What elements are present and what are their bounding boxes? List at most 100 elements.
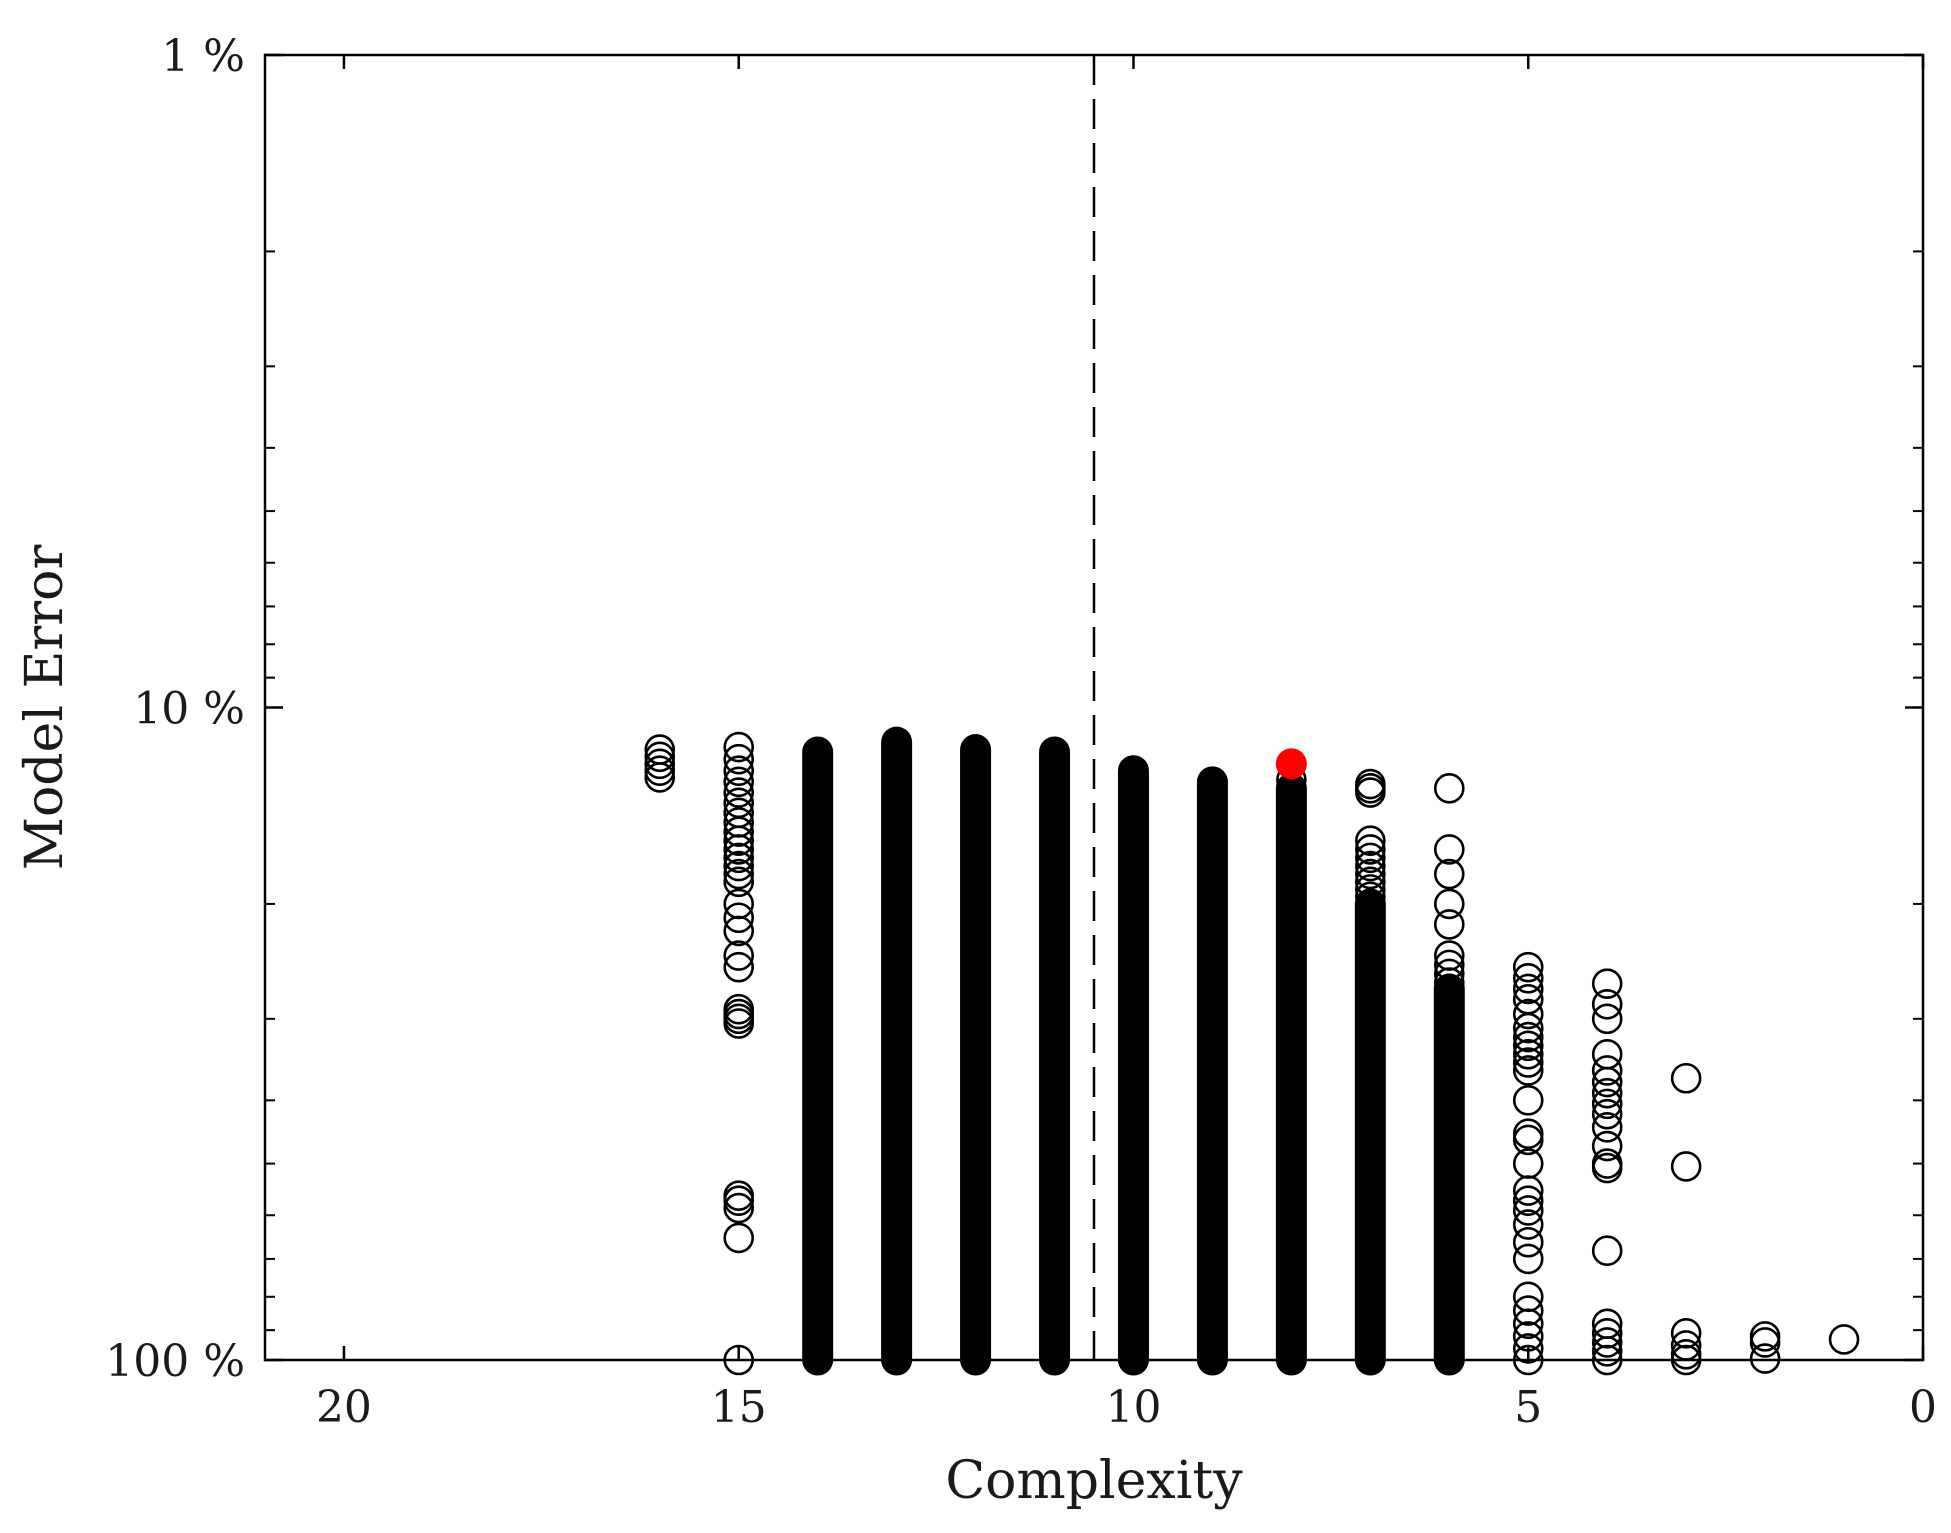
data-point-102	[1670, 1151, 1702, 1182]
data-point-32	[723, 1222, 755, 1254]
data-point-82	[1591, 968, 1623, 999]
data-point-77	[1512, 1295, 1544, 1326]
dense-column-x11	[1039, 736, 1071, 1376]
data-point-6	[723, 743, 755, 775]
data-point-68	[1512, 1124, 1544, 1156]
data-point-48	[1433, 858, 1465, 890]
dense-column-x13	[881, 726, 913, 1376]
data-point-41	[1355, 850, 1386, 882]
data-point-3	[644, 755, 676, 787]
data-point-55	[1512, 951, 1544, 983]
data-point-66	[1512, 1085, 1544, 1116]
dense-column-x14	[802, 736, 834, 1376]
data-point-95	[1591, 1235, 1623, 1267]
data-point-1	[644, 741, 676, 773]
data-point-2	[644, 748, 676, 780]
data-point-108	[1749, 1327, 1781, 1358]
data-point-53	[1433, 958, 1465, 990]
data-point-101	[1670, 1062, 1702, 1094]
data-point-39	[1355, 834, 1386, 865]
data-point-18	[723, 858, 755, 890]
highlighted-point-layer	[1275, 748, 1307, 780]
data-point-37	[1355, 777, 1386, 808]
data-point-84	[1591, 1003, 1623, 1035]
data-point-63	[1512, 1038, 1544, 1070]
data-point-71	[1512, 1185, 1544, 1217]
data-point-4	[644, 762, 676, 793]
data-point-89	[1591, 1088, 1623, 1120]
data-point-8	[723, 766, 755, 798]
y-tick-label-1: 1 %	[161, 31, 245, 82]
x-tick-label-0: 0	[1909, 1382, 1937, 1433]
data-point-80	[1512, 1333, 1544, 1364]
data-point-56	[1512, 962, 1544, 994]
data-point-5	[723, 731, 755, 763]
data-point-22	[723, 915, 755, 947]
data-point-16	[723, 842, 755, 874]
data-point-49	[1433, 888, 1465, 920]
data-point-47	[1433, 834, 1465, 865]
data-point-88	[1591, 1077, 1623, 1109]
data-point-13	[723, 816, 755, 847]
y-axis-label: Model Error	[15, 545, 75, 871]
data-point-38	[1355, 825, 1386, 856]
data-point-30	[723, 1185, 755, 1217]
y-tick-label-100: 100 %	[105, 1336, 245, 1387]
data-point-28	[723, 1008, 755, 1039]
data-point-109	[1749, 1343, 1781, 1374]
data-point-52	[1433, 949, 1465, 981]
data-point-23	[723, 940, 755, 971]
data-point-14	[723, 825, 755, 856]
data-point-67	[1512, 1118, 1544, 1150]
data-point-42	[1355, 858, 1386, 890]
dense-column-x7	[1354, 888, 1386, 1376]
data-point-43	[1355, 866, 1386, 898]
data-point-90	[1591, 1098, 1623, 1130]
x-tick-label-15: 15	[711, 1382, 767, 1433]
data-point-44	[1355, 874, 1386, 905]
data-point-65	[1512, 1055, 1544, 1086]
data-point-87	[1591, 1066, 1623, 1098]
data-point-60	[1512, 1012, 1544, 1044]
data-point-94	[1591, 1152, 1623, 1184]
dense-column-x8	[1275, 772, 1307, 1376]
data-point-73	[1512, 1209, 1544, 1240]
data-point-45	[1355, 881, 1386, 913]
x-tick-label-20: 20	[316, 1382, 372, 1433]
x-axis-ticks: 20 15 10 5 0	[316, 55, 1937, 1433]
data-point-83	[1591, 988, 1623, 1020]
data-point-99	[1591, 1336, 1623, 1367]
data-point-62	[1512, 1030, 1544, 1062]
dense-column-x12	[960, 734, 992, 1376]
data-point-17	[723, 850, 755, 882]
data-point-61	[1512, 1021, 1544, 1053]
data-point-59	[1512, 998, 1544, 1030]
x-axis-label: Complexity	[945, 1451, 1243, 1511]
data-point-91	[1591, 1112, 1623, 1143]
data-point-50	[1433, 909, 1465, 940]
data-point-31	[723, 1192, 755, 1224]
data-point-7	[723, 755, 755, 787]
data-point-21	[723, 902, 755, 934]
data-point-46	[1433, 773, 1465, 804]
y-tick-label-10: 10 %	[133, 684, 245, 735]
data-point-70	[1512, 1175, 1544, 1206]
data-point-9	[723, 777, 755, 808]
data-point-24	[723, 951, 755, 983]
data-point-78	[1512, 1308, 1544, 1340]
dense-column-x6	[1433, 973, 1465, 1376]
highlight-point	[1275, 748, 1307, 780]
data-point-57	[1512, 973, 1544, 1005]
data-point-110	[1828, 1324, 1860, 1355]
data-point-92	[1591, 1130, 1623, 1162]
dense-column-x10	[1117, 755, 1149, 1376]
data-point-64	[1512, 1047, 1544, 1078]
x-tick-label-5: 5	[1514, 1382, 1542, 1433]
y-axis-ticks: 1 % 10 % 100 %	[105, 31, 1923, 1387]
dense-column-x9	[1196, 766, 1228, 1376]
data-point-15	[723, 834, 755, 865]
data-point-75	[1512, 1243, 1544, 1275]
data-points	[644, 731, 1860, 1376]
dense-marker-columns	[802, 726, 1465, 1376]
